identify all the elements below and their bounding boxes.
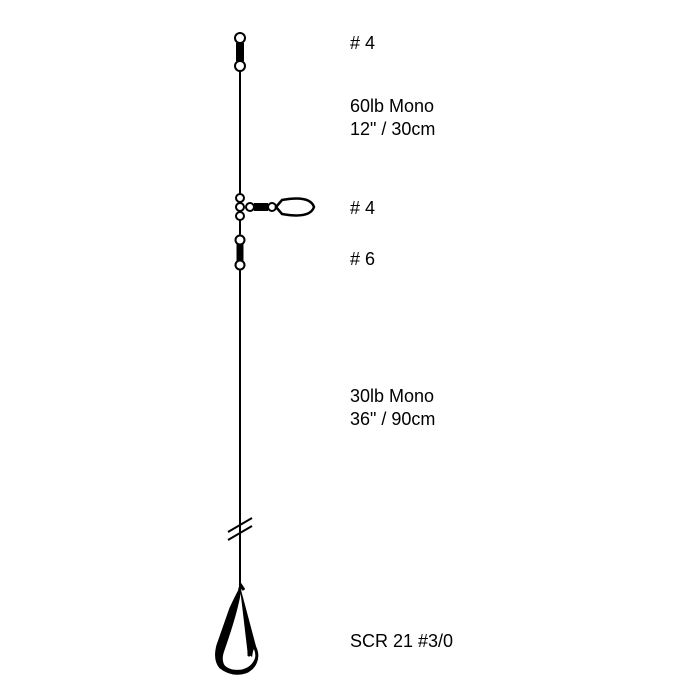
mid-barrel <box>237 245 244 261</box>
top-ring <box>235 33 245 43</box>
label-upper-line-2: 12" / 30cm <box>350 118 435 141</box>
label-upper-line-1: 60lb Mono <box>350 95 434 118</box>
bead-h1 <box>246 203 254 211</box>
top-barrel <box>236 43 244 61</box>
snap-barrel <box>254 203 268 211</box>
mid-ring-lower <box>236 261 245 270</box>
label-lower-line-2: 36" / 90cm <box>350 408 435 431</box>
label-lower-line-1: 30lb Mono <box>350 385 434 408</box>
bead-center <box>236 203 244 211</box>
label-mid-swivel: # 6 <box>350 248 375 271</box>
bead-2 <box>236 212 244 220</box>
label-hook: SCR 21 #3/0 <box>350 630 453 653</box>
label-top-swivel: # 4 <box>350 32 375 55</box>
label-snap-swivel: # 4 <box>350 197 375 220</box>
bead-1 <box>236 194 244 202</box>
snap-clip <box>276 199 314 216</box>
mid-ring-upper <box>236 236 245 245</box>
top-ring-lower <box>235 61 245 71</box>
